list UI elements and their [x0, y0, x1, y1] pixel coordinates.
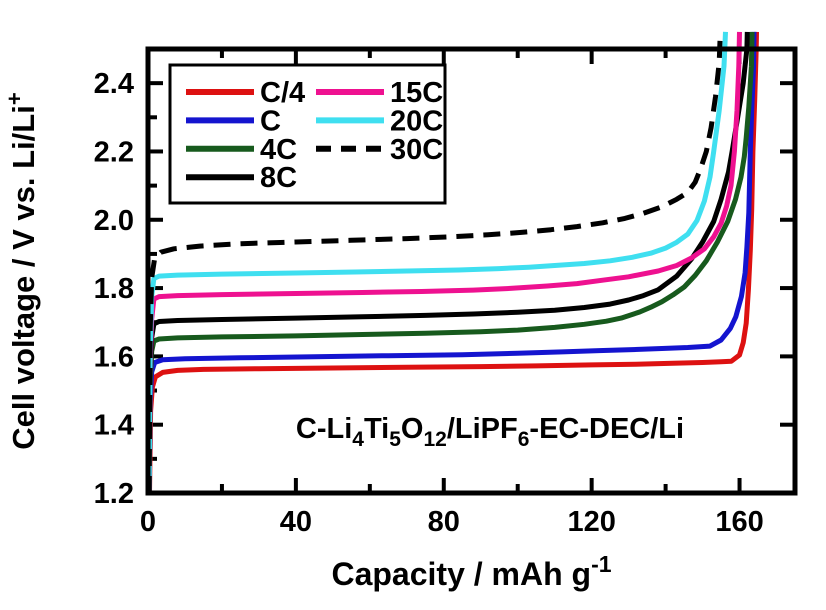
x-tick-label: 160: [715, 506, 763, 538]
x-tick-label: 120: [567, 506, 615, 538]
legend-entry-20c: 20C: [316, 105, 443, 137]
curve-20c: [146, 31, 728, 494]
legend-label: 15C: [390, 77, 443, 109]
legend-label: 20C: [390, 105, 443, 137]
legend-label: 30C: [390, 134, 443, 166]
legend-entry-15c: 15C: [316, 77, 443, 109]
y-tick-label: 1.8: [94, 273, 134, 305]
legend-entry-c: C: [186, 105, 281, 137]
curve-c-4: [147, 31, 759, 494]
x-axis-label: Capacity / mAh g-1: [331, 551, 611, 592]
curve-15c: [146, 31, 742, 494]
legend-label: 8C: [260, 162, 297, 194]
legend-entry-4c: 4C: [186, 134, 297, 166]
legend-entry-8c: 8C: [186, 162, 297, 194]
curve-8c: [146, 31, 750, 494]
curve-4c: [146, 31, 755, 494]
legend-label: C/4: [260, 77, 305, 109]
y-tick-label: 1.2: [94, 478, 134, 510]
legend-entry-c-4: C/4: [186, 77, 305, 109]
y-tick-label: 1.4: [94, 410, 134, 442]
legend-entry-30c: 30C: [316, 134, 443, 166]
y-tick-label: 2.4: [94, 68, 134, 100]
y-tick-label: 1.6: [94, 341, 134, 373]
y-tick-label: 2.0: [94, 205, 134, 237]
curve-30c: [146, 31, 723, 494]
x-tick-label: 0: [140, 506, 156, 538]
x-tick-label: 80: [428, 506, 460, 538]
annotation-text: C-Li4Ti5O12/LiPF6-EC-DEC/Li: [296, 413, 684, 451]
y-axis-label: Cell voltage / V vs. Li/Li+: [2, 92, 41, 449]
legend-label: 4C: [260, 134, 297, 166]
plot-frame: [145, 46, 798, 496]
y-tick-label: 2.2: [94, 136, 134, 168]
x-tick-label: 40: [280, 506, 312, 538]
legend-label: C: [260, 105, 281, 137]
curve-c: [146, 31, 757, 494]
